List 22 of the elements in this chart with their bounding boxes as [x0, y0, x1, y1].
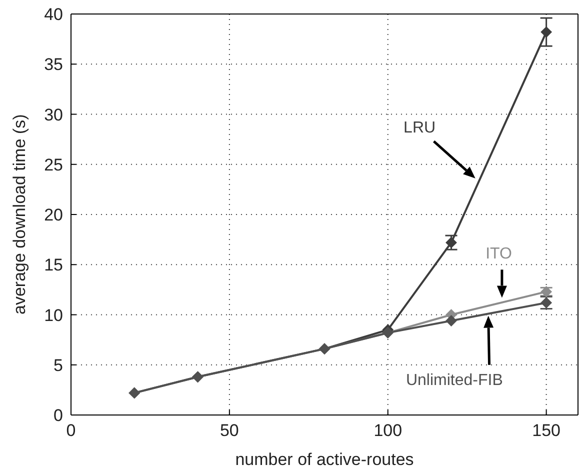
text: LRU [404, 119, 436, 136]
x-tick-label: 50 [220, 421, 239, 440]
point [446, 237, 457, 248]
y-tick-label: 5 [54, 356, 63, 375]
text: Unlimited-FIB [406, 372, 503, 389]
y-tick-label: 25 [44, 155, 63, 174]
x-axis-title: number of active-routes [235, 450, 414, 469]
text: ITO [486, 246, 512, 263]
point [540, 26, 552, 38]
x-tick-label: 100 [374, 421, 402, 440]
x-tick-label: 150 [532, 421, 560, 440]
y-tick-label: 30 [44, 105, 63, 124]
point [446, 315, 457, 326]
y-tick-label: 35 [44, 55, 63, 74]
y-tick-label: 15 [44, 256, 63, 275]
x-tick-label: 0 [66, 421, 76, 440]
y-tick-label: 0 [54, 406, 63, 426]
y-tick-label: 20 [44, 206, 63, 225]
point [540, 297, 552, 308]
y-axis-title: average download time (s) [10, 114, 30, 314]
y-tick-label: 10 [44, 306, 63, 325]
y-tick-label: 40 [44, 5, 63, 24]
